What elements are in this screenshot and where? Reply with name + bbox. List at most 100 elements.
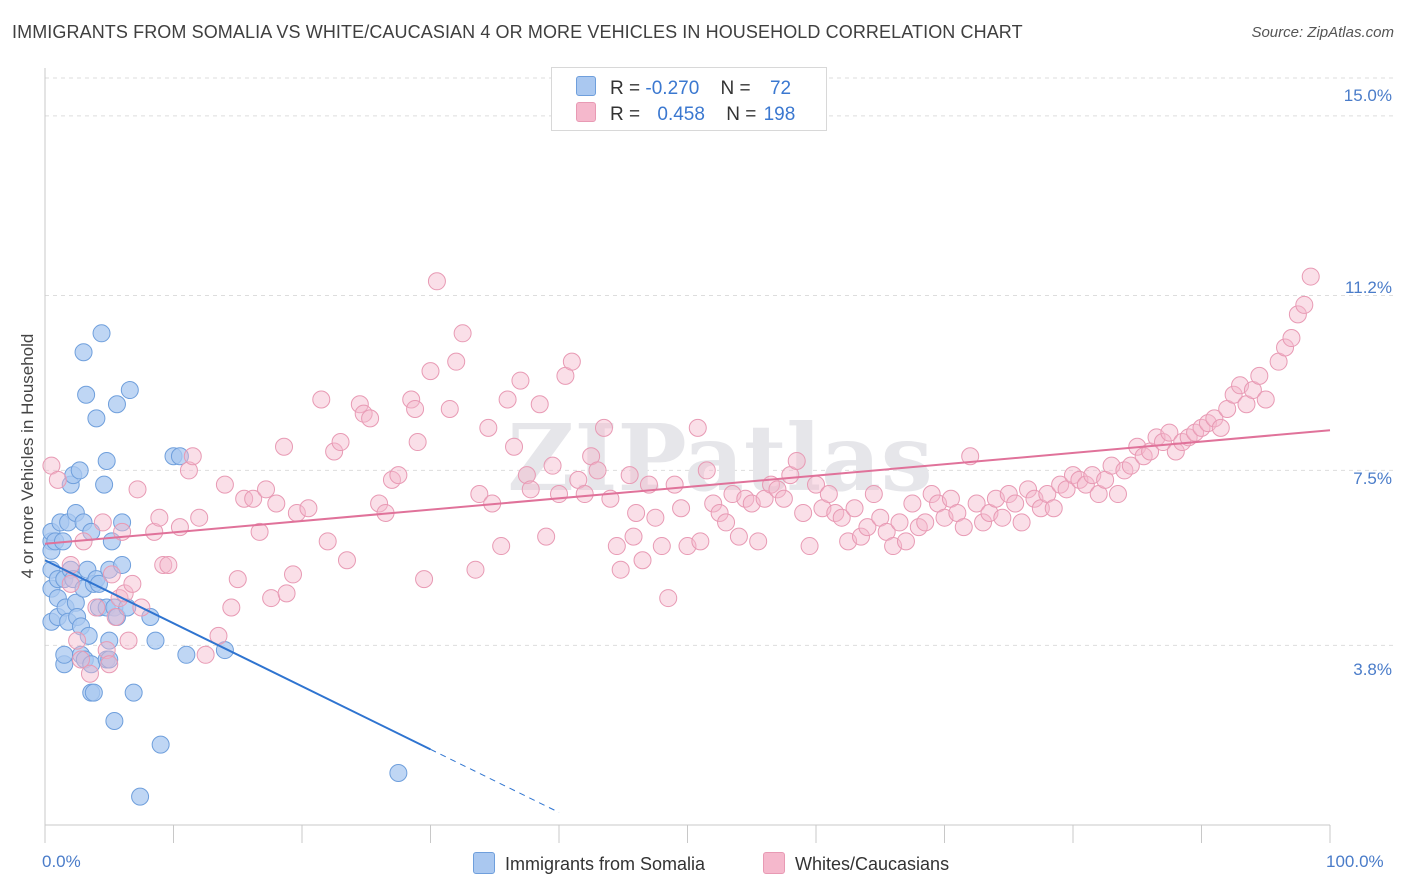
legend-n-label: N = [726, 104, 757, 125]
somalia-point [97, 451, 116, 470]
whites-point [1012, 513, 1031, 532]
whites-point [627, 503, 646, 522]
whites-point [262, 589, 281, 608]
whites-point [903, 494, 922, 513]
somalia-point [151, 735, 170, 754]
whites-point [48, 470, 67, 489]
whites-point [633, 551, 652, 570]
whites-point [275, 437, 294, 456]
whites-point [961, 447, 980, 466]
watermark: ZIPatlas [507, 404, 932, 512]
pink-swatch-icon [576, 102, 596, 122]
whites-point [954, 518, 973, 537]
whites-point [354, 404, 373, 423]
whites-point [1186, 423, 1205, 442]
whites-point [145, 522, 164, 541]
somalia-point [92, 324, 111, 343]
pink-swatch-icon [763, 852, 785, 874]
source-label: Source: ZipAtlas.com [1251, 24, 1394, 41]
whites-point [196, 645, 215, 664]
whites-point [215, 475, 234, 494]
somalia-point [124, 683, 143, 702]
whites-point [710, 503, 729, 522]
whites-point [1224, 385, 1243, 404]
whites-point [470, 485, 489, 504]
whites-point [1121, 456, 1140, 475]
whites-point [190, 508, 209, 527]
whites-point [1256, 390, 1275, 409]
legend: R = -0.270 N = 72 R = 0.458 N = 198 [551, 67, 827, 131]
whites-point [1076, 475, 1095, 494]
whites-point [1064, 466, 1082, 485]
legend-row-whites: R = 0.458 N = 198 [576, 102, 795, 126]
whites-point [402, 390, 421, 409]
somalia-point [55, 645, 74, 664]
legend-n-value: 198 [763, 104, 796, 125]
whites-point [511, 371, 530, 390]
whites-point [858, 518, 877, 537]
whites-point [1134, 447, 1153, 466]
whites-point [794, 503, 813, 522]
whites-point [550, 485, 568, 504]
somalia-trend-line [44, 559, 431, 751]
whites-point [277, 584, 296, 603]
whites-point [974, 513, 993, 532]
whites-point [611, 560, 630, 579]
whites-point [774, 489, 793, 508]
bottom-legend-label: Immigrants from Somalia [505, 854, 706, 874]
x-tick-label: 0.0% [42, 852, 81, 871]
whites-point [1295, 295, 1314, 314]
whites-point [896, 532, 915, 551]
chart-title: IMMIGRANTS FROM SOMALIA VS WHITE/CAUCASI… [12, 22, 1023, 42]
whites-point [87, 598, 106, 617]
y-tick-label: 11.2% [1345, 278, 1392, 297]
whites-point [890, 513, 909, 532]
whites-point [222, 598, 241, 617]
somalia-point [177, 645, 196, 664]
whites-point [1276, 338, 1295, 357]
whites-point [284, 565, 303, 584]
somalia-point [79, 626, 98, 645]
whites-point [228, 570, 247, 589]
whites-point [588, 461, 607, 480]
bottom-legend-whites: Whites/Caucasians [763, 852, 949, 875]
whites-point [370, 494, 389, 513]
whites-point [768, 480, 787, 499]
legend-r-value: 0.458 [657, 104, 705, 125]
x-tick-label: 100.0% [1326, 852, 1384, 871]
whites-point [1051, 475, 1070, 494]
whites-point [729, 527, 748, 546]
whites-point [697, 461, 716, 480]
whites-point [639, 475, 658, 494]
whites-point [102, 565, 121, 584]
whites-point [851, 527, 870, 546]
whites-point [1250, 366, 1269, 385]
whites-point [183, 447, 202, 466]
whites-point [68, 631, 87, 650]
whites-point [325, 442, 344, 461]
whites-point [100, 655, 119, 674]
whites-point [331, 433, 350, 452]
somalia-point [170, 447, 189, 466]
whites-point [993, 508, 1012, 527]
whites-point [453, 324, 472, 343]
legend-r-value: -0.270 [645, 78, 700, 99]
whites-point [350, 395, 369, 414]
whites-point [1160, 423, 1179, 442]
whites-point [652, 537, 671, 556]
whites-point [312, 390, 331, 409]
legend-row-somalia: R = -0.270 N = 72 [576, 76, 791, 100]
y-tick-label: 7.5% [1353, 469, 1392, 488]
whites-point [1205, 409, 1224, 428]
whites-point [691, 532, 710, 551]
somalia-point [84, 683, 103, 702]
whites-point [819, 485, 838, 504]
whites-point [389, 466, 408, 485]
whites-point [543, 456, 562, 475]
whites-point [440, 399, 459, 418]
y-tick-label: 3.8% [1353, 660, 1392, 679]
whites-point [257, 480, 276, 499]
somalia-point [74, 343, 93, 362]
whites-point [71, 650, 90, 669]
